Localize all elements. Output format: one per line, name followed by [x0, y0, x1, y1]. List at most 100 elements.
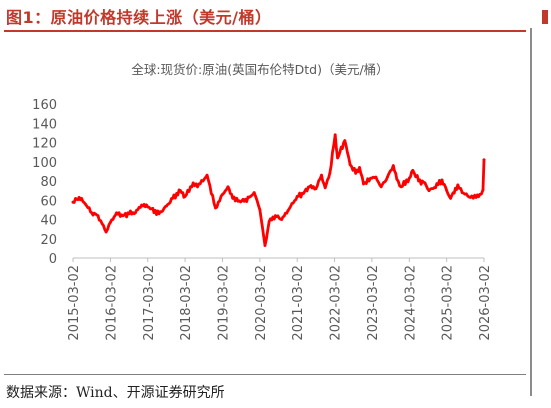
data-point — [191, 181, 195, 185]
data-point — [354, 171, 358, 175]
data-point — [427, 189, 431, 193]
data-point — [481, 188, 485, 192]
data-point — [90, 211, 94, 215]
data-point — [302, 192, 305, 195]
x-tick-label: 2019-03-02 — [216, 265, 231, 341]
title-rule — [4, 30, 526, 32]
data-point — [386, 175, 389, 179]
y-tick-label: 60 — [40, 194, 57, 209]
y-tick-label: 20 — [40, 233, 57, 248]
data-point — [445, 189, 449, 193]
footer-rule — [4, 374, 526, 375]
data-point — [411, 169, 415, 172]
data-point — [417, 179, 420, 183]
data-point — [236, 199, 240, 203]
data-point — [196, 185, 199, 189]
data-point — [205, 173, 209, 177]
x-tick-label: 2023-03-02 — [366, 265, 381, 341]
x-tick-label: 2018-03-02 — [179, 265, 194, 341]
data-point — [395, 177, 399, 181]
data-point — [358, 166, 361, 169]
chart: 全球:现货价:原油(英国布伦特Dtd)（美元/桶） 0 20 40 60 80 100 12… — [32, 62, 493, 341]
y-tick-label: 40 — [40, 214, 57, 229]
y-axis-ticks: 0 20 40 60 80 100 120 140 160 — [32, 98, 57, 267]
data-point — [121, 214, 125, 218]
data-point — [183, 195, 187, 198]
data-point — [267, 220, 271, 223]
data-point — [146, 205, 150, 209]
data-point — [460, 191, 464, 195]
series-line — [71, 133, 486, 247]
data-point — [478, 193, 482, 196]
data-point — [77, 196, 81, 199]
data-point — [308, 185, 311, 189]
data-point — [231, 196, 235, 200]
y-tick-label: 80 — [40, 175, 57, 190]
chart-title: 全球:现货价:原油(英国布伦特Dtd)（美元/桶） — [131, 62, 388, 77]
data-point — [328, 171, 332, 175]
source-note: 数据来源：Wind、开源证券研究所 — [6, 385, 225, 401]
data-point — [399, 185, 403, 189]
x-tick-label: 2022-03-02 — [329, 265, 344, 341]
page-edge-marker — [542, 10, 548, 24]
data-point — [343, 139, 347, 143]
data-point — [379, 185, 383, 189]
data-point — [221, 193, 224, 196]
data-point — [362, 182, 365, 186]
data-point — [407, 176, 411, 180]
data-point — [226, 185, 230, 189]
y-tick-label: 120 — [32, 137, 57, 152]
data-point — [242, 199, 246, 203]
data-point — [263, 244, 267, 247]
data-point — [84, 202, 87, 206]
page-edge-divider — [530, 28, 532, 396]
y-tick-label: 100 — [32, 156, 57, 171]
data-point — [370, 176, 374, 180]
x-tick-label: 2017-03-02 — [142, 265, 157, 341]
x-tick-label: 2016-03-02 — [104, 265, 119, 341]
data-point — [374, 175, 378, 179]
figure-title: 图1：原油价格持续上涨（美元/桶） — [6, 8, 272, 27]
data-point — [440, 178, 444, 182]
y-tick-label: 0 — [49, 252, 57, 267]
data-point — [469, 196, 472, 199]
x-tick-label: 2025-03-02 — [441, 265, 456, 341]
x-axis-ticks: 2015-03-02 2016-03-02 2017-03-02 2018-03-02… — [67, 258, 493, 341]
data-point — [252, 191, 256, 195]
data-point — [134, 211, 137, 215]
data-point — [449, 196, 452, 200]
x-tick-label: 2015-03-02 — [67, 265, 82, 341]
x-tick-label: 2021-03-02 — [291, 265, 306, 341]
y-tick-label: 160 — [32, 98, 57, 113]
series-layer — [71, 133, 486, 247]
data-point — [214, 206, 217, 210]
data-point — [423, 181, 427, 185]
data-point — [323, 186, 327, 190]
data-point — [115, 211, 118, 215]
data-point — [286, 209, 290, 213]
data-point — [258, 208, 262, 212]
data-point — [432, 186, 436, 190]
data-point — [336, 156, 339, 160]
data-point — [474, 196, 478, 199]
data-point — [140, 203, 144, 207]
data-point — [348, 163, 352, 167]
x-tick-label: 2026-03-02 — [478, 265, 493, 341]
data-point — [165, 204, 168, 208]
data-point — [333, 133, 337, 137]
data-point — [274, 214, 277, 218]
data-point — [280, 218, 284, 221]
data-point — [109, 221, 112, 224]
data-point — [314, 187, 318, 191]
data-point — [179, 189, 182, 193]
data-point — [249, 195, 252, 198]
data-point — [127, 212, 131, 216]
x-tick-label: 2024-03-02 — [403, 265, 418, 341]
data-point — [96, 214, 100, 218]
data-point — [320, 173, 323, 177]
data-point — [157, 212, 161, 216]
y-tick-label: 140 — [32, 117, 57, 132]
data-point — [71, 200, 75, 204]
data-point — [456, 183, 460, 187]
data-point — [482, 158, 486, 162]
